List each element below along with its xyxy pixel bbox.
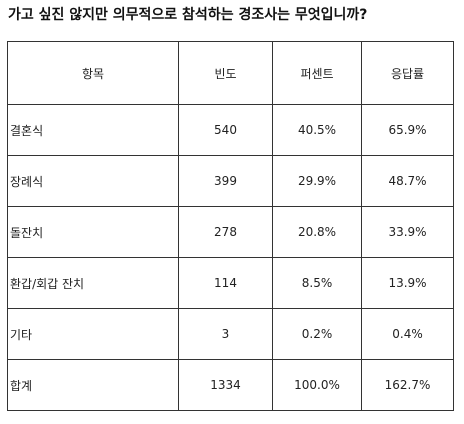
cell-response-rate: 48.7%	[361, 155, 454, 207]
cell-frequency: 1334	[178, 359, 273, 411]
cell-response-rate: 65.9%	[361, 104, 454, 156]
cell-percent: 20.8%	[272, 206, 362, 258]
header-item: 항목	[7, 41, 179, 105]
header-percent: 퍼센트	[272, 41, 362, 105]
page-title: 가고 싶진 않지만 의무적으로 참석하는 경조사는 무엇입니까?	[8, 7, 368, 23]
cell-response-rate: 162.7%	[361, 359, 454, 411]
cell-percent: 29.9%	[272, 155, 362, 207]
cell-response-rate: 0.4%	[361, 308, 454, 360]
cell-percent: 100.0%	[272, 359, 362, 411]
cell-response-rate: 13.9%	[361, 257, 454, 309]
cell-frequency: 3	[178, 308, 273, 360]
cell-item: 결혼식	[7, 104, 179, 156]
cell-frequency: 540	[178, 104, 273, 156]
cell-percent: 8.5%	[272, 257, 362, 309]
header-frequency: 빈도	[178, 41, 273, 105]
table-row: 돌잔치 278 20.8% 33.9%	[7, 206, 454, 258]
table-header-row: 항목 빈도 퍼센트 응답률	[7, 41, 454, 105]
cell-item: 합계	[7, 359, 179, 411]
cell-item: 돌잔치	[7, 206, 179, 258]
table-row: 결혼식 540 40.5% 65.9%	[7, 104, 454, 156]
cell-percent: 0.2%	[272, 308, 362, 360]
cell-frequency: 278	[178, 206, 273, 258]
cell-frequency: 399	[178, 155, 273, 207]
header-response-rate: 응답률	[361, 41, 454, 105]
cell-item: 기타	[7, 308, 179, 360]
cell-frequency: 114	[178, 257, 273, 309]
table-total-row: 합계 1334 100.0% 162.7%	[7, 359, 454, 411]
table-row: 환갑/회갑 잔치 114 8.5% 13.9%	[7, 257, 454, 309]
survey-table: 항목 빈도 퍼센트 응답률 결혼식 540 40.5% 65.9% 장례식 39…	[7, 41, 454, 411]
cell-response-rate: 33.9%	[361, 206, 454, 258]
cell-percent: 40.5%	[272, 104, 362, 156]
cell-item: 장례식	[7, 155, 179, 207]
cell-item: 환갑/회갑 잔치	[7, 257, 179, 309]
table-row: 장례식 399 29.9% 48.7%	[7, 155, 454, 207]
table-row: 기타 3 0.2% 0.4%	[7, 308, 454, 360]
